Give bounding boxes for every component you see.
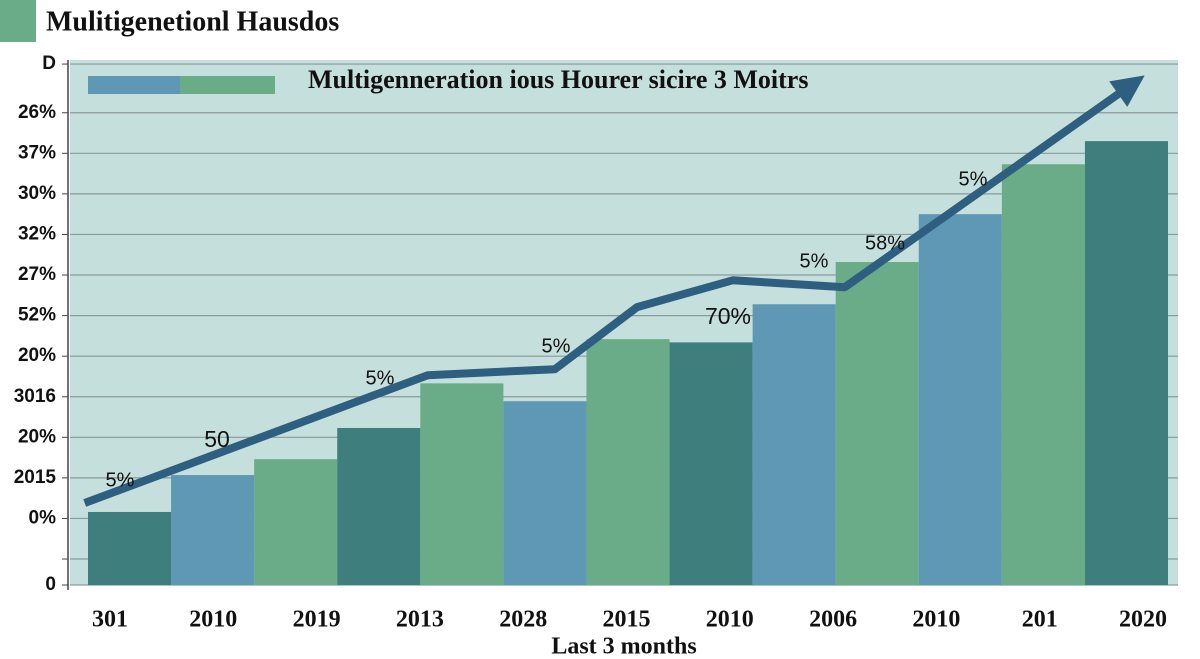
y-tick-label: 37% [18,142,56,163]
data-label: 58% [865,232,905,254]
legend-swatch [180,76,275,94]
chart-title: Mulitigenetionl Hausdos [46,6,339,37]
y-tick-label: 26% [18,102,56,123]
data-label: 5% [106,469,135,491]
bar [752,304,836,585]
x-tick-label: 301 [92,607,128,633]
x-tick-label: 2013 [396,607,444,633]
bar [420,383,504,585]
bar [503,401,587,585]
y-tick-label: 52% [18,305,56,326]
trend-line [83,87,1126,507]
x-tick-label: 2028 [499,607,547,633]
data-label: 5% [366,367,395,389]
x-tick-label: 201 [1022,607,1058,633]
data-label: 5% [542,335,571,357]
data-label: 70% [705,303,751,329]
data-label: 5% [959,168,988,190]
x-tick-label: 2010 [706,607,754,633]
legend-swatch [88,76,188,94]
data-label: 5% [800,250,829,272]
y-tick-label: 20% [18,345,56,366]
bar [669,342,753,585]
y-tick-label: 30% [18,183,56,204]
y-tick-label: 27% [18,264,56,285]
bar [88,511,172,585]
bar [835,262,919,585]
title-swatch [0,0,36,42]
y-tick-label: 0 [45,574,56,595]
x-tick-label: 2019 [293,607,341,633]
y-tick-label: 2015 [14,467,57,488]
x-tick-label: 2015 [603,607,651,633]
bar [171,475,255,585]
y-tick-label: D [42,53,56,74]
bar [918,214,1002,586]
y-tick-label: 3016 [14,386,56,407]
bar [254,459,338,585]
bar [586,339,670,585]
x-tick-label: 2020 [1119,607,1167,633]
x-tick-label: 2010 [912,607,960,633]
bar [1084,141,1168,585]
x-axis-title: Last 3 months [551,634,696,655]
bar [337,427,421,585]
y-tick-label: 0% [29,507,57,528]
y-tick-label: 20% [18,426,56,447]
data-label: 50 [204,426,230,452]
bar [1001,164,1085,585]
x-tick-label: 2006 [809,607,857,633]
trend-arrowhead [1109,75,1145,107]
y-tick-label: 32% [18,223,56,244]
x-tick-label: 2010 [189,607,237,633]
legend-title: Multigenneration ious Hourer sicire 3 Mo… [308,65,808,94]
